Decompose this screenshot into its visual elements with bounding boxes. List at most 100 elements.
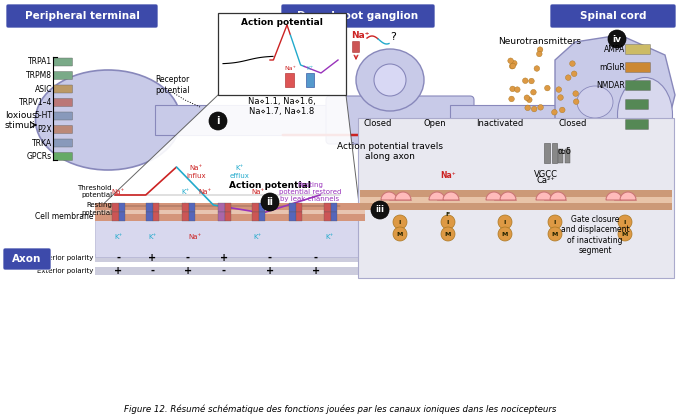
FancyBboxPatch shape [54,71,72,79]
Bar [146,203,153,212]
FancyBboxPatch shape [626,81,650,90]
Bar [331,212,337,221]
Text: stimuli: stimuli [5,121,35,129]
Bar [289,203,296,212]
Text: NMDAR: NMDAR [597,81,625,90]
Polygon shape [486,192,502,200]
Circle shape [510,86,516,92]
Text: -: - [268,253,272,263]
Circle shape [537,47,543,52]
Text: +: + [266,266,274,276]
FancyBboxPatch shape [54,152,72,160]
Text: Peripheral terminal: Peripheral terminal [25,11,140,21]
Circle shape [608,30,626,48]
Bar [324,212,331,221]
Text: ?: ? [390,32,396,42]
Circle shape [393,227,407,241]
Bar [95,254,365,262]
Bar [112,212,119,221]
FancyBboxPatch shape [353,42,360,52]
Circle shape [528,78,535,84]
Text: Closed: Closed [364,118,392,128]
Bar [565,149,570,163]
Text: Na⁺: Na⁺ [112,189,125,195]
Text: GPCRs: GPCRs [27,152,52,161]
Polygon shape [395,192,411,200]
Text: K⁺: K⁺ [148,234,156,240]
Bar [153,203,159,212]
Text: M: M [445,231,452,236]
Text: Ca²⁺: Ca²⁺ [537,176,556,185]
Bar [95,210,365,214]
Polygon shape [500,192,516,200]
Circle shape [524,95,530,100]
Text: Exterior polarity: Exterior polarity [37,268,93,274]
FancyBboxPatch shape [281,4,435,28]
Bar [360,200,672,210]
Circle shape [569,61,575,66]
Bar [259,203,265,212]
Bar [95,203,365,212]
Text: F: F [446,213,450,218]
Bar [296,203,302,212]
FancyBboxPatch shape [54,58,72,66]
Bar [306,73,314,87]
Bar [112,203,119,212]
Polygon shape [536,192,552,200]
Text: K⁺: K⁺ [181,189,189,195]
Polygon shape [450,105,570,135]
Bar [95,212,365,257]
Circle shape [537,51,542,57]
Text: +: + [148,253,156,263]
Text: I: I [399,220,401,225]
Text: TRKA: TRKA [32,139,52,147]
Text: Gate closure
and displacement
of inactivating
segment: Gate closure and displacement of inactiv… [560,215,629,255]
FancyBboxPatch shape [626,63,650,73]
Circle shape [552,110,557,115]
Bar [225,212,231,221]
Circle shape [510,63,516,69]
Bar [296,212,302,221]
Text: TRPV1–4: TRPV1–4 [18,98,52,107]
Bar [189,212,195,221]
Text: Open: Open [424,118,446,128]
Circle shape [509,63,515,69]
Bar [119,203,125,212]
Bar [544,143,550,163]
Bar [285,73,294,87]
Text: Action potential travels
along axon: Action potential travels along axon [337,142,443,161]
FancyBboxPatch shape [550,4,676,28]
Bar [225,203,231,212]
FancyBboxPatch shape [54,85,72,93]
Text: Na⋄1.1, Na⋄1.6,
Na⋄1.7, Na⋄1.8: Na⋄1.1, Na⋄1.6, Na⋄1.7, Na⋄1.8 [248,97,316,116]
FancyBboxPatch shape [626,45,650,55]
Text: M: M [552,231,558,236]
Text: Inactivated: Inactivated [477,118,524,128]
Text: α₂δ: α₂δ [557,147,571,157]
Circle shape [548,215,562,229]
Bar [218,212,225,221]
Polygon shape [443,192,459,200]
Text: I: I [504,220,506,225]
Bar [552,143,557,163]
Bar [189,203,195,212]
FancyBboxPatch shape [54,126,72,134]
Text: M: M [502,231,508,236]
Polygon shape [606,192,622,200]
FancyBboxPatch shape [54,112,72,120]
Circle shape [548,227,562,241]
Ellipse shape [35,70,180,170]
Text: Figure 12. Résumé schématique des fonctions jouées par les canaux ioniques dans : Figure 12. Résumé schématique des foncti… [124,404,556,414]
Ellipse shape [374,64,406,96]
Circle shape [618,215,632,229]
Text: K⁺: K⁺ [306,66,314,71]
Text: VGCC: VGCC [534,170,558,179]
Text: Action potential: Action potential [241,18,323,27]
Bar [153,212,159,221]
FancyBboxPatch shape [6,4,158,28]
Text: i: i [217,116,220,126]
Circle shape [441,227,455,241]
Text: Cell membrane: Cell membrane [35,212,93,221]
Bar [289,212,296,221]
Text: M: M [622,231,628,236]
